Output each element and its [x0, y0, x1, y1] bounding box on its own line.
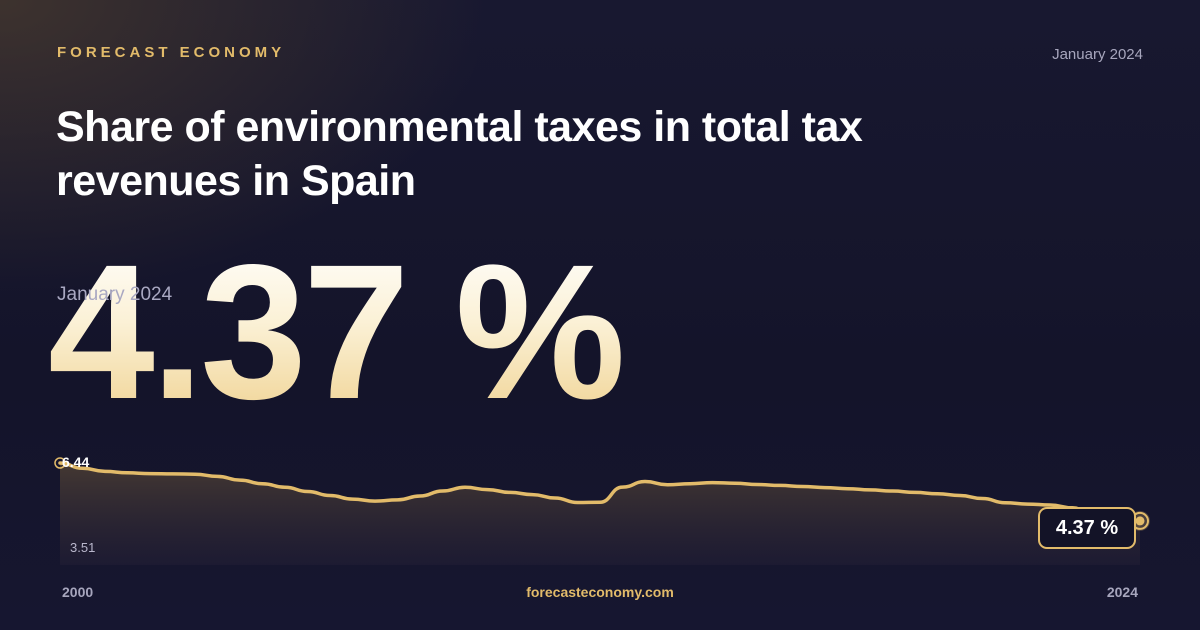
x-end-label: 2024	[1106, 584, 1138, 600]
page-title: Share of environmental taxes in total ta…	[56, 103, 863, 205]
chart-area-fill	[60, 463, 1140, 565]
last-value-callout: 4.37 %	[1038, 507, 1136, 549]
website-link[interactable]: forecasteconomy.com	[526, 584, 674, 600]
x-start-label: 2000	[62, 584, 94, 600]
y-max-label: 6.44	[62, 454, 89, 470]
chart-series-line	[58, 461, 1142, 523]
brand-name: FORECAST ECONOMY	[57, 44, 286, 61]
headline-value: 4.37 %	[48, 224, 626, 439]
y-min-label: 3.51	[70, 540, 95, 555]
end-point-marker	[1135, 516, 1145, 526]
header-date: January 2024	[1052, 46, 1143, 63]
start-point-marker	[54, 457, 66, 469]
headline-date: January 2024	[57, 284, 173, 305]
